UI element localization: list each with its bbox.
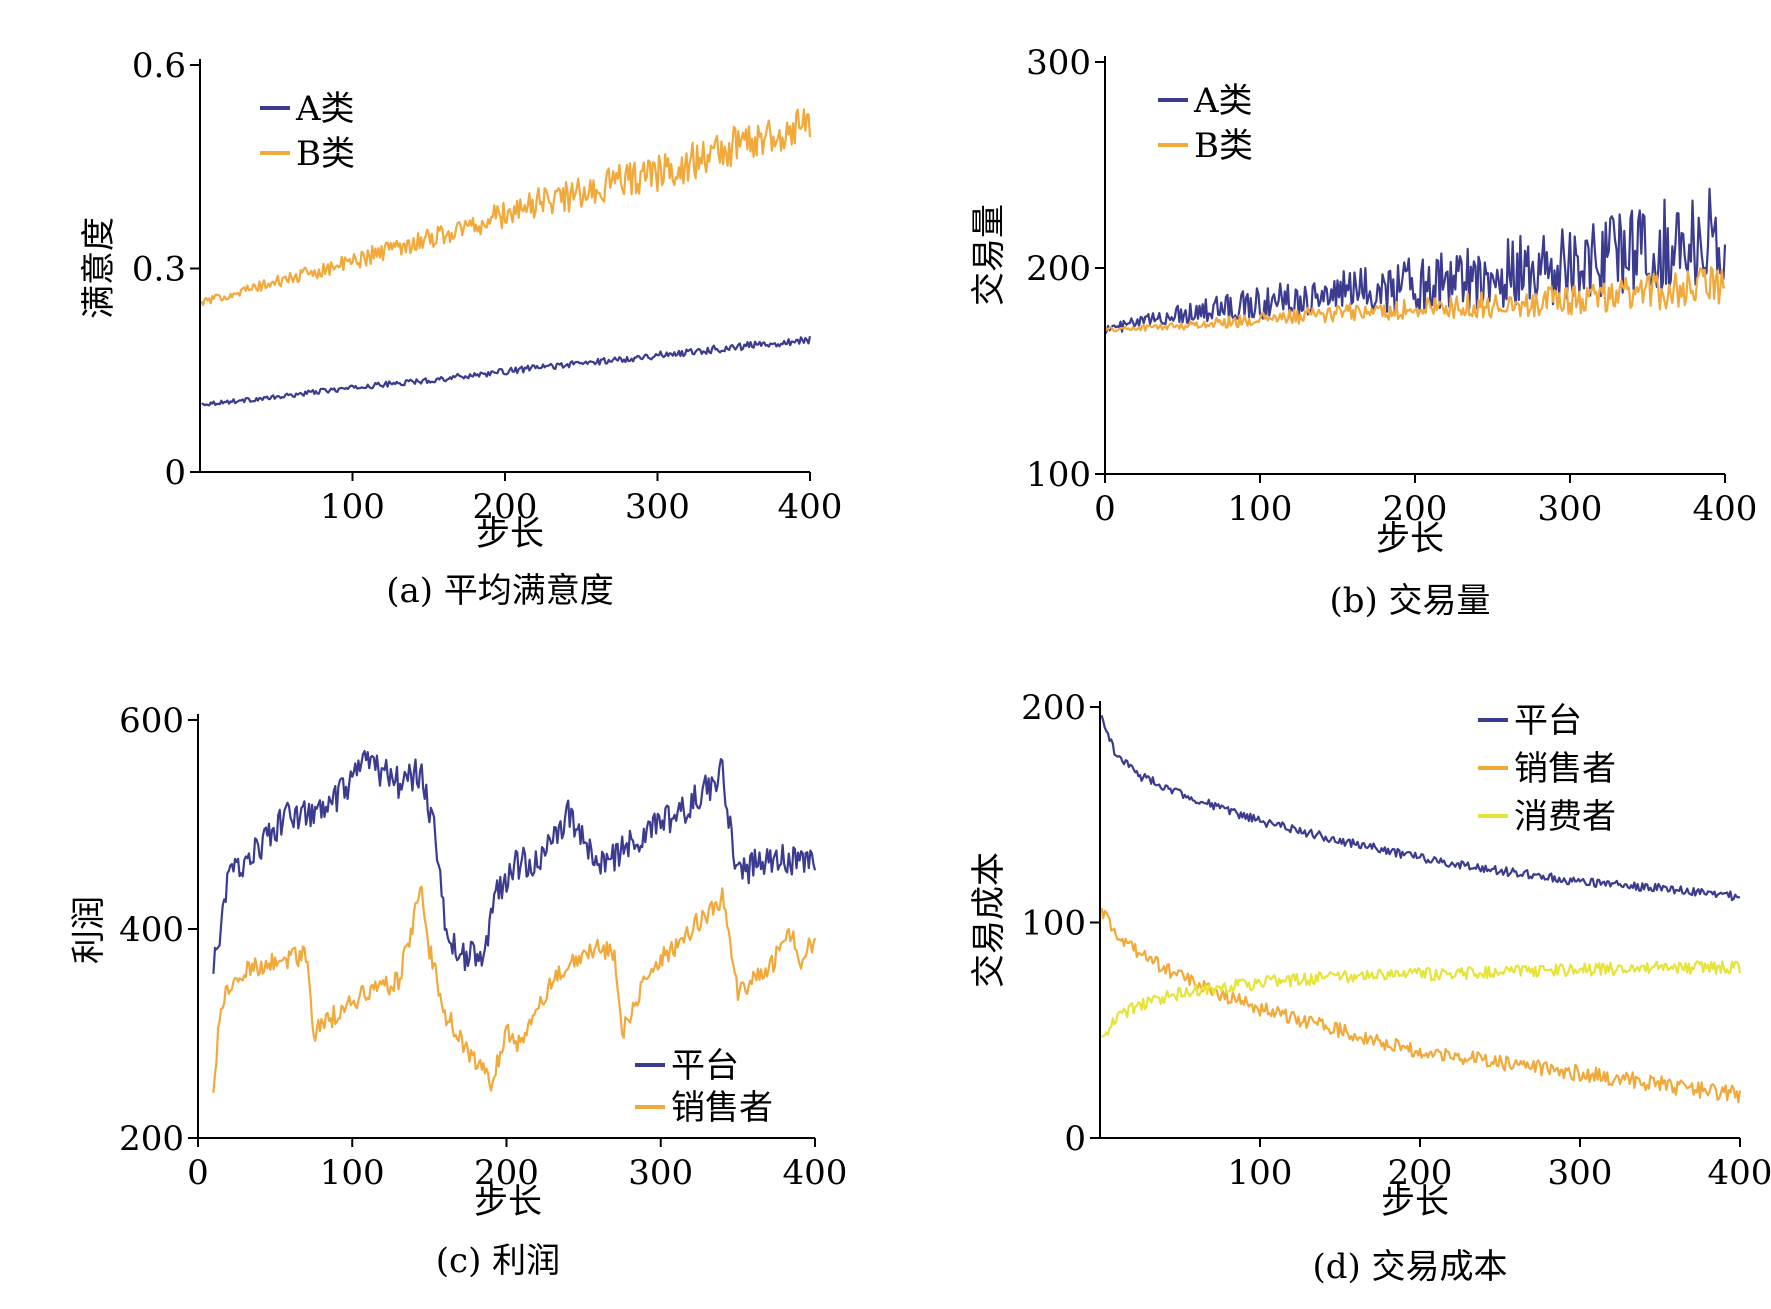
series-line-1 xyxy=(212,750,817,974)
legend-label: A类 xyxy=(295,89,355,129)
x-tick-label: 300 xyxy=(1538,489,1603,529)
series-line-2 xyxy=(212,885,817,1093)
x-axis-label: 步长 xyxy=(1376,519,1444,559)
series-line-2 xyxy=(1100,907,1742,1104)
legend-label: 销售者 xyxy=(671,1088,773,1128)
x-axis-label: 步长 xyxy=(474,1182,542,1222)
y-axis-label: 交易成本 xyxy=(969,852,1009,988)
series-line-2 xyxy=(1104,266,1726,333)
legend-label: 平台 xyxy=(1514,701,1582,741)
panel-caption: (d) 交易成本 xyxy=(1312,1247,1507,1287)
x-tick-label: 400 xyxy=(1708,1153,1771,1193)
y-tick-label: 0 xyxy=(1064,1119,1086,1159)
legend: A类 B类 xyxy=(1158,81,1253,166)
legend-label: B类 xyxy=(1194,126,1253,166)
legend-label: 消费者 xyxy=(1514,797,1616,837)
x-axis-label: 步长 xyxy=(1381,1182,1449,1222)
x-tick-label: 400 xyxy=(783,1153,848,1193)
x-tick-label: 200 xyxy=(474,1153,539,1193)
y-tick-label: 100 xyxy=(1026,455,1091,495)
x-tick-label: 100 xyxy=(320,487,385,527)
y-tick-label: 300 xyxy=(1026,43,1091,83)
x-tick-label: 0 xyxy=(1094,489,1116,529)
panel-caption: (b) 交易量 xyxy=(1329,581,1490,621)
legend-label: 销售者 xyxy=(1514,749,1616,789)
x-tick-label: 200 xyxy=(473,487,538,527)
y-tick-label: 400 xyxy=(119,910,184,950)
y-axis-label: 满意度 xyxy=(79,217,119,319)
chart-panel-1: 100 200 300 400 0 0.3 0.6 步长 满意度 A类 B类 (a) 平均满意度 xyxy=(79,46,842,611)
y-tick-label: 200 xyxy=(119,1119,184,1159)
y-axis-label: 利润 xyxy=(69,896,109,964)
y-axis-label: 交易量 xyxy=(969,204,1009,306)
x-tick-label: 400 xyxy=(778,487,843,527)
x-tick-label: 100 xyxy=(1228,1153,1293,1193)
x-tick-label: 300 xyxy=(628,1153,693,1193)
x-tick-label: 200 xyxy=(1388,1153,1453,1193)
series-line-3 xyxy=(1100,960,1742,1038)
panel-caption: (c) 利润 xyxy=(436,1241,560,1281)
legend-label: 平台 xyxy=(671,1046,739,1086)
x-tick-label: 100 xyxy=(320,1153,385,1193)
series-line-2 xyxy=(200,108,812,307)
x-axis-label: 步长 xyxy=(476,514,544,554)
y-tick-label: 0.3 xyxy=(132,250,186,290)
x-tick-label: 200 xyxy=(1383,489,1448,529)
panel-caption: (a) 平均满意度 xyxy=(386,571,614,611)
x-tick-label: 300 xyxy=(1548,1153,1613,1193)
y-tick-label: 0.6 xyxy=(132,46,186,86)
x-tick-label: 400 xyxy=(1693,489,1758,529)
y-tick-label: 0 xyxy=(164,453,186,493)
x-tick-label: 0 xyxy=(187,1153,209,1193)
legend: A类 B类 xyxy=(260,89,355,174)
legend-label: A类 xyxy=(1193,81,1253,121)
y-tick-label: 200 xyxy=(1021,688,1086,728)
series-line-1 xyxy=(201,335,812,407)
series-line-1 xyxy=(1100,714,1741,902)
y-tick-label: 200 xyxy=(1026,249,1091,289)
y-tick-label: 100 xyxy=(1021,904,1086,944)
x-tick-label: 100 xyxy=(1228,489,1293,529)
legend-label: B类 xyxy=(296,134,355,174)
x-tick-label: 300 xyxy=(625,487,690,527)
y-tick-label: 600 xyxy=(119,701,184,741)
series-line-1 xyxy=(1104,187,1727,335)
